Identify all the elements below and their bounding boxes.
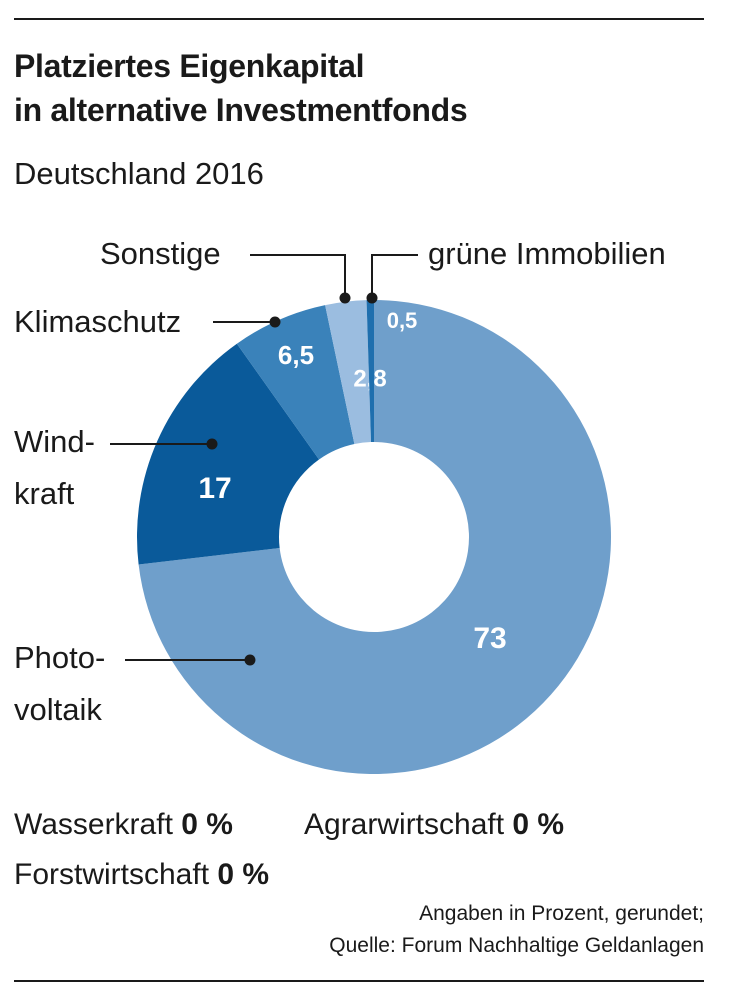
- extra-name: Agrarwirtschaft: [304, 808, 505, 841]
- value-label: 17: [198, 472, 231, 505]
- category-label: Klimaschutz: [14, 304, 182, 339]
- source: Quelle: Forum Nachhaltige Geldanlagen: [329, 934, 704, 957]
- bottom-rule: [14, 980, 704, 982]
- chart-subtitle: Deutschland 2016: [14, 156, 264, 191]
- extra-value: 0 %: [512, 808, 565, 841]
- extra-item: Forstwirtschaft 0 %: [14, 858, 269, 892]
- slice: [325, 300, 372, 445]
- category-label: Sonstige: [100, 236, 221, 271]
- chart-title: Platziertes Eigenkapital in alternative …: [14, 48, 468, 128]
- leader-line: [371, 254, 418, 298]
- value-label: 6,5: [278, 340, 314, 370]
- extra-value: 0 %: [181, 808, 233, 841]
- slice: [138, 300, 611, 774]
- extra-item: Wasserkraft 0 %: [14, 808, 233, 842]
- extra-value: 0 %: [217, 858, 270, 891]
- extra-name: Forstwirtschaft: [14, 858, 210, 891]
- value-label: 0,5: [387, 308, 418, 333]
- extra-name: Wasserkraft: [14, 808, 173, 841]
- leader-dot: [269, 316, 281, 328]
- note: Angaben in Prozent, gerundet;: [419, 902, 704, 925]
- leader-dot: [339, 292, 351, 304]
- leader-dot: [206, 438, 218, 450]
- slice: [236, 305, 355, 460]
- leader-dot: [244, 654, 256, 666]
- category-label: Wind- kraft: [14, 424, 95, 511]
- extra-item: Agrarwirtschaft 0 %: [304, 808, 564, 842]
- slice: [137, 343, 320, 565]
- slice: [366, 300, 374, 443]
- leader-line: [250, 254, 346, 298]
- category-label: Photo- voltaik: [14, 640, 106, 727]
- value-label: 73: [473, 622, 506, 655]
- top-rule: [14, 18, 704, 20]
- leader-dot: [366, 292, 378, 304]
- category-label: grüne Immobilien: [428, 236, 666, 271]
